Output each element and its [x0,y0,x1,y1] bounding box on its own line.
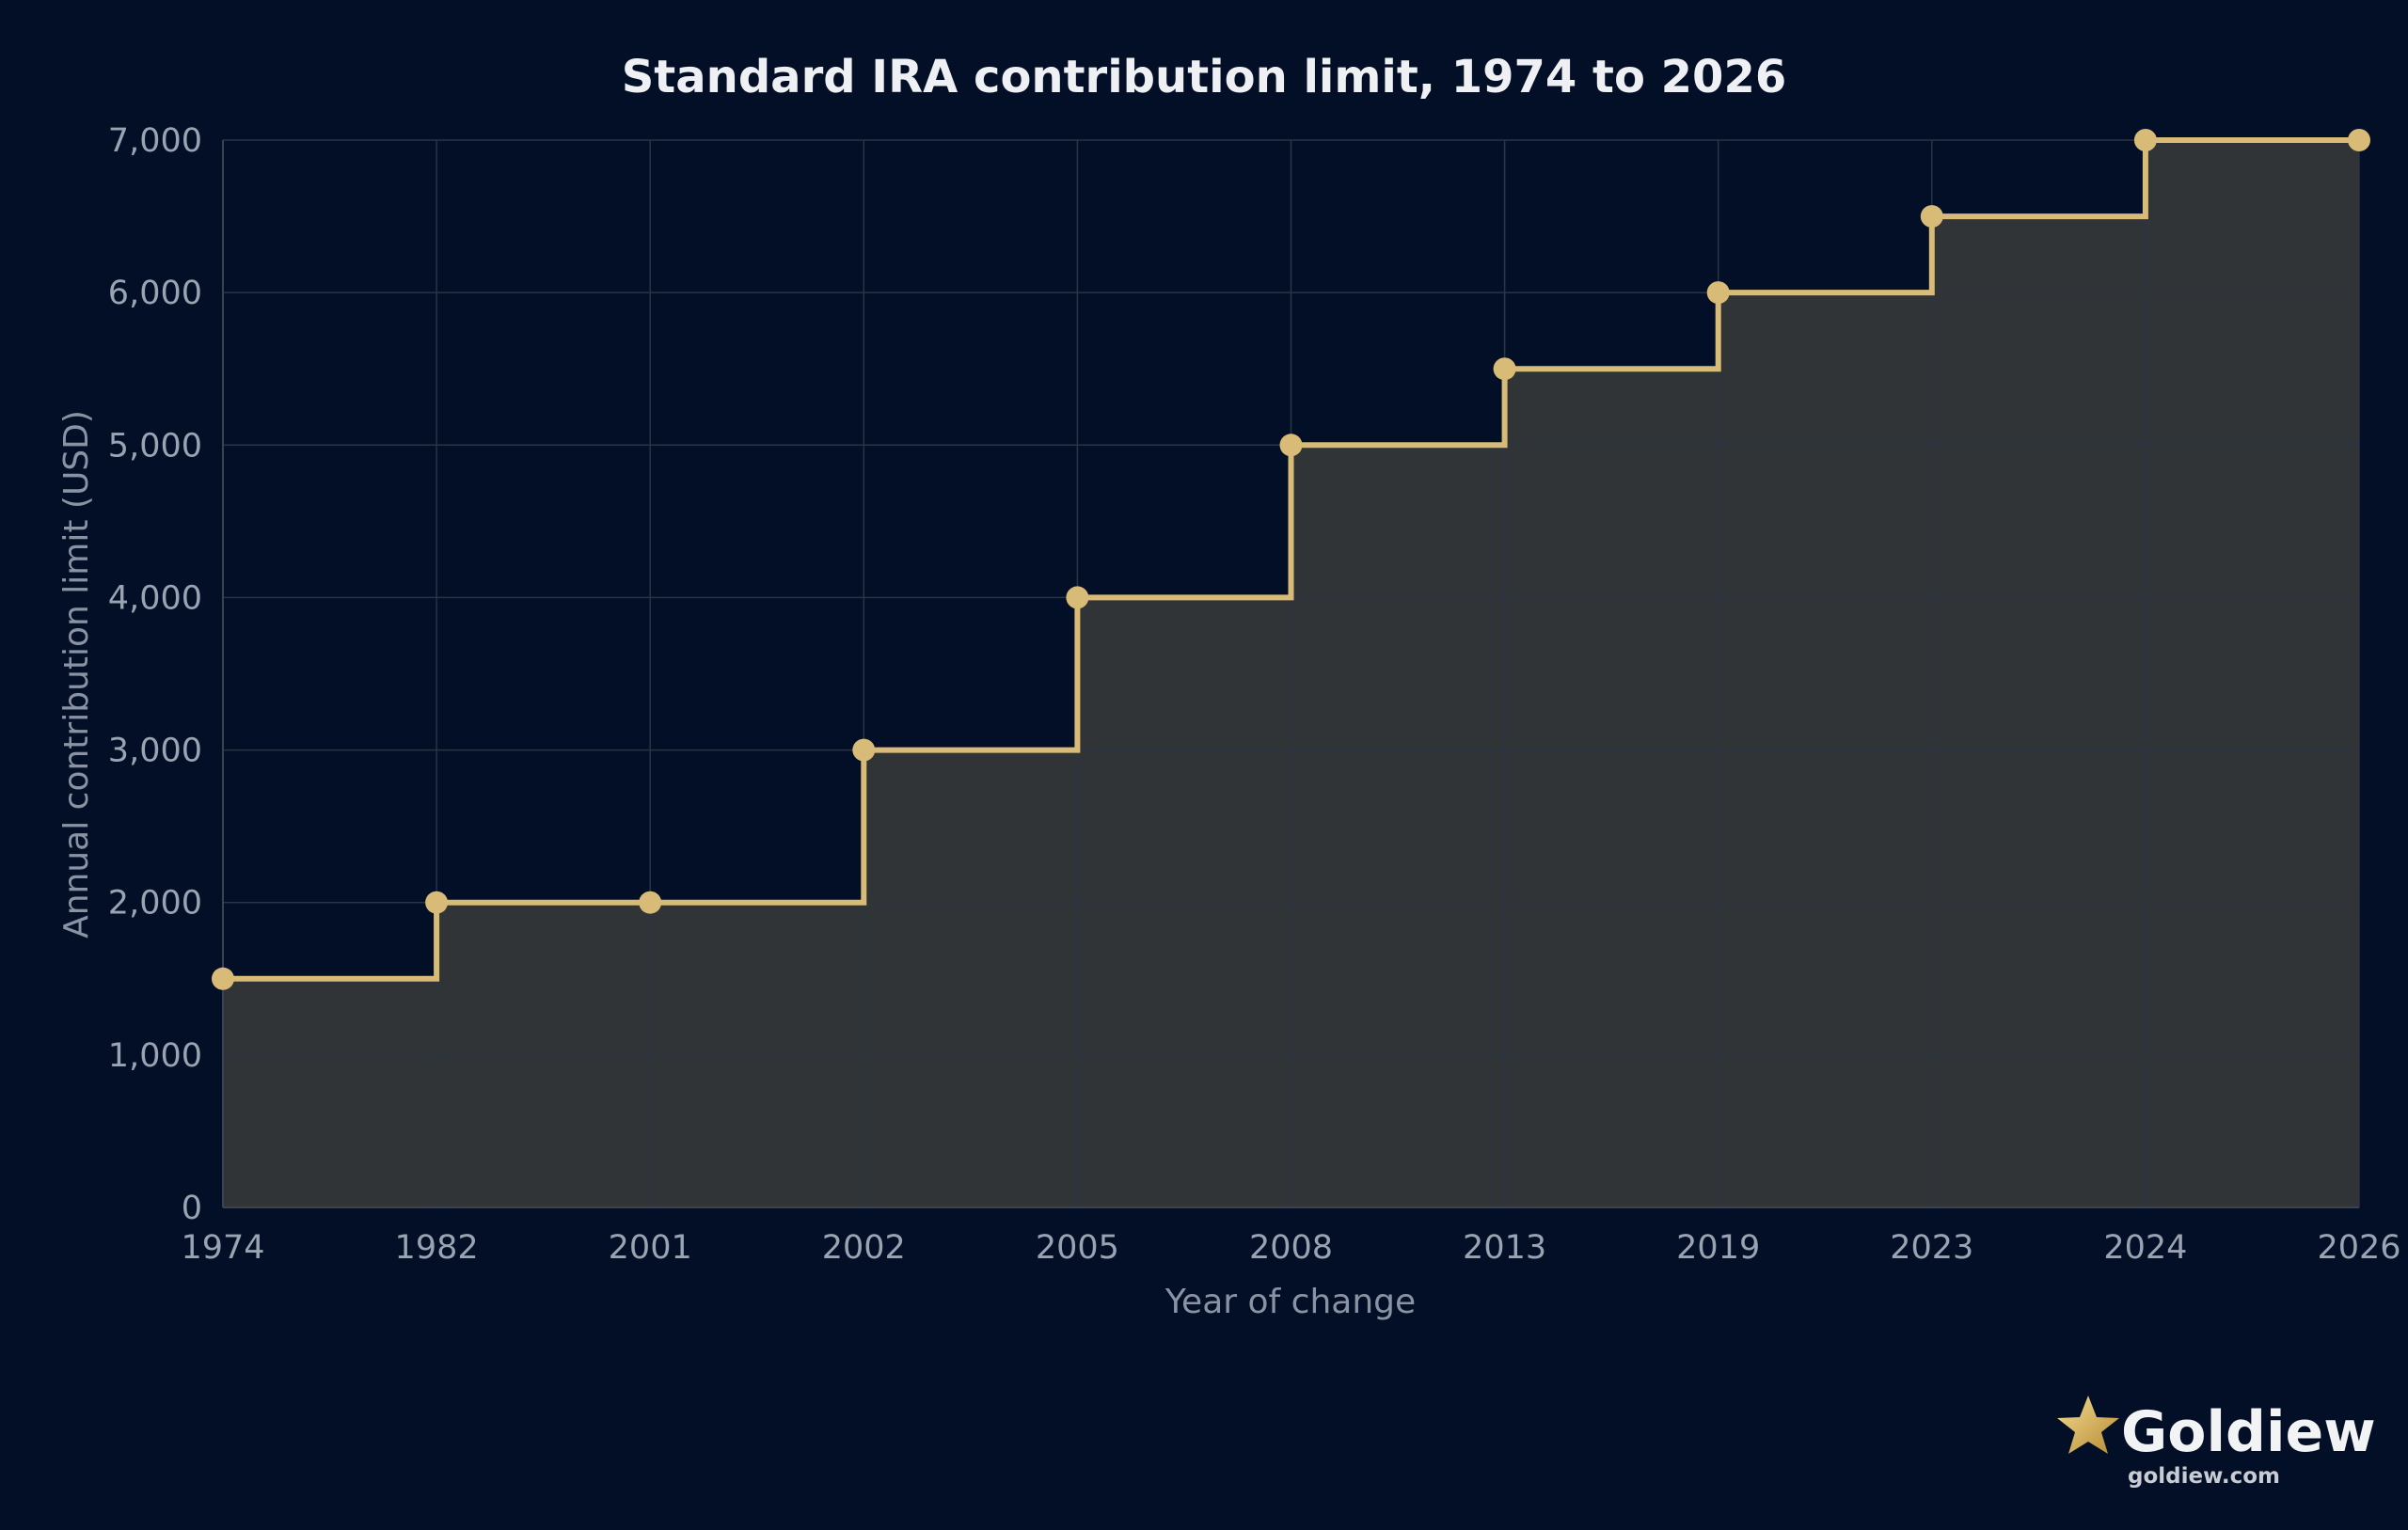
data-point [212,967,234,990]
chart-title: Standard IRA contribution limit, 1974 to… [622,51,1787,103]
x-tick-label: 2019 [1676,1229,1760,1267]
y-axis-label: Annual contribution limit (USD) [57,410,96,939]
x-axis-label: Year of change [1164,1283,1416,1321]
y-tick-label: 5,000 [108,427,202,465]
x-tick-label: 1982 [395,1229,479,1267]
y-tick-label: 4,000 [108,579,202,617]
data-point [2133,129,2157,151]
y-tick-label: 3,000 [108,733,202,770]
data-point [639,891,662,914]
data-point [1493,357,1516,381]
plot-area: 0 1,000 2,000 3,000 4,000 5,000 6,000 7,000 1974… [108,122,2401,1267]
x-tick-label: 2026 [2317,1229,2400,1267]
brand-name: Goldiew [2121,1399,2376,1465]
x-tick-label: 2008 [1249,1229,1333,1267]
data-point [425,891,449,914]
y-tick-label: 2,000 [108,885,202,923]
x-tick-label: 1974 [181,1229,264,1267]
y-tick-label: 6,000 [108,275,202,312]
y-tick-label: 0 [182,1190,202,1227]
data-point [1066,586,1089,609]
brand-url: goldiew.com [2128,1464,2280,1489]
x-tick-label: 2013 [1463,1229,1546,1267]
y-tick-label: 7,000 [108,122,202,160]
y-tick-label: 1,000 [108,1037,202,1075]
x-tick-label: 2005 [1036,1229,1119,1267]
x-tick-label: 2001 [609,1229,692,1267]
x-tick-label: 2002 [822,1229,906,1267]
data-point [1706,281,1730,305]
data-point [1920,205,1943,229]
data-point [2348,129,2370,151]
star-icon [2057,1396,2119,1454]
brand-logo: Goldiew goldiew.com [2057,1396,2376,1489]
data-point [1279,434,1303,457]
data-point [852,738,876,762]
x-tick-label: 2024 [2103,1229,2187,1267]
x-tick-label: 2023 [1890,1229,1973,1267]
